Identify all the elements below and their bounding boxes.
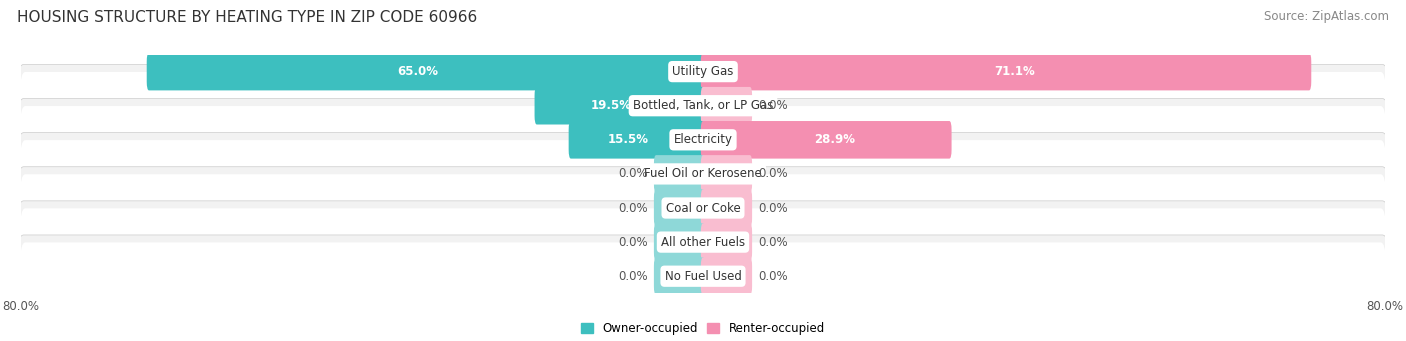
FancyBboxPatch shape bbox=[700, 257, 752, 295]
Text: HOUSING STRUCTURE BY HEATING TYPE IN ZIP CODE 60966: HOUSING STRUCTURE BY HEATING TYPE IN ZIP… bbox=[17, 10, 477, 25]
FancyBboxPatch shape bbox=[17, 167, 1389, 249]
Text: Bottled, Tank, or LP Gas: Bottled, Tank, or LP Gas bbox=[633, 99, 773, 112]
FancyBboxPatch shape bbox=[17, 201, 1389, 283]
FancyBboxPatch shape bbox=[700, 87, 752, 124]
Text: 0.0%: 0.0% bbox=[758, 99, 787, 112]
Text: 0.0%: 0.0% bbox=[619, 202, 648, 214]
Text: 0.0%: 0.0% bbox=[619, 167, 648, 180]
FancyBboxPatch shape bbox=[17, 30, 1389, 113]
Text: 0.0%: 0.0% bbox=[758, 167, 787, 180]
Text: 0.0%: 0.0% bbox=[619, 236, 648, 249]
FancyBboxPatch shape bbox=[700, 223, 752, 261]
FancyBboxPatch shape bbox=[146, 53, 706, 90]
Text: Coal or Coke: Coal or Coke bbox=[665, 202, 741, 214]
FancyBboxPatch shape bbox=[654, 223, 706, 261]
FancyBboxPatch shape bbox=[654, 257, 706, 295]
Text: 15.5%: 15.5% bbox=[607, 133, 650, 146]
Text: 0.0%: 0.0% bbox=[758, 236, 787, 249]
Text: Fuel Oil or Kerosene: Fuel Oil or Kerosene bbox=[644, 167, 762, 180]
Text: Utility Gas: Utility Gas bbox=[672, 65, 734, 78]
FancyBboxPatch shape bbox=[700, 155, 752, 193]
Text: 71.1%: 71.1% bbox=[994, 65, 1035, 78]
Text: Electricity: Electricity bbox=[673, 133, 733, 146]
Text: 65.0%: 65.0% bbox=[396, 65, 437, 78]
Text: All other Fuels: All other Fuels bbox=[661, 236, 745, 249]
Text: 19.5%: 19.5% bbox=[591, 99, 631, 112]
Legend: Owner-occupied, Renter-occupied: Owner-occupied, Renter-occupied bbox=[576, 317, 830, 340]
FancyBboxPatch shape bbox=[534, 87, 706, 124]
FancyBboxPatch shape bbox=[20, 174, 1386, 242]
FancyBboxPatch shape bbox=[17, 64, 1389, 147]
Text: 0.0%: 0.0% bbox=[758, 270, 787, 283]
FancyBboxPatch shape bbox=[20, 72, 1386, 139]
Text: Source: ZipAtlas.com: Source: ZipAtlas.com bbox=[1264, 10, 1389, 23]
FancyBboxPatch shape bbox=[654, 189, 706, 227]
FancyBboxPatch shape bbox=[700, 53, 1312, 90]
FancyBboxPatch shape bbox=[17, 133, 1389, 215]
FancyBboxPatch shape bbox=[20, 242, 1386, 310]
FancyBboxPatch shape bbox=[700, 189, 752, 227]
FancyBboxPatch shape bbox=[20, 208, 1386, 276]
FancyBboxPatch shape bbox=[700, 121, 952, 159]
Text: 0.0%: 0.0% bbox=[758, 202, 787, 214]
FancyBboxPatch shape bbox=[654, 155, 706, 193]
FancyBboxPatch shape bbox=[20, 140, 1386, 208]
Text: 28.9%: 28.9% bbox=[814, 133, 855, 146]
FancyBboxPatch shape bbox=[20, 106, 1386, 174]
Text: No Fuel Used: No Fuel Used bbox=[665, 270, 741, 283]
Text: 0.0%: 0.0% bbox=[619, 270, 648, 283]
FancyBboxPatch shape bbox=[17, 99, 1389, 181]
FancyBboxPatch shape bbox=[20, 38, 1386, 105]
FancyBboxPatch shape bbox=[568, 121, 706, 159]
FancyBboxPatch shape bbox=[17, 235, 1389, 317]
